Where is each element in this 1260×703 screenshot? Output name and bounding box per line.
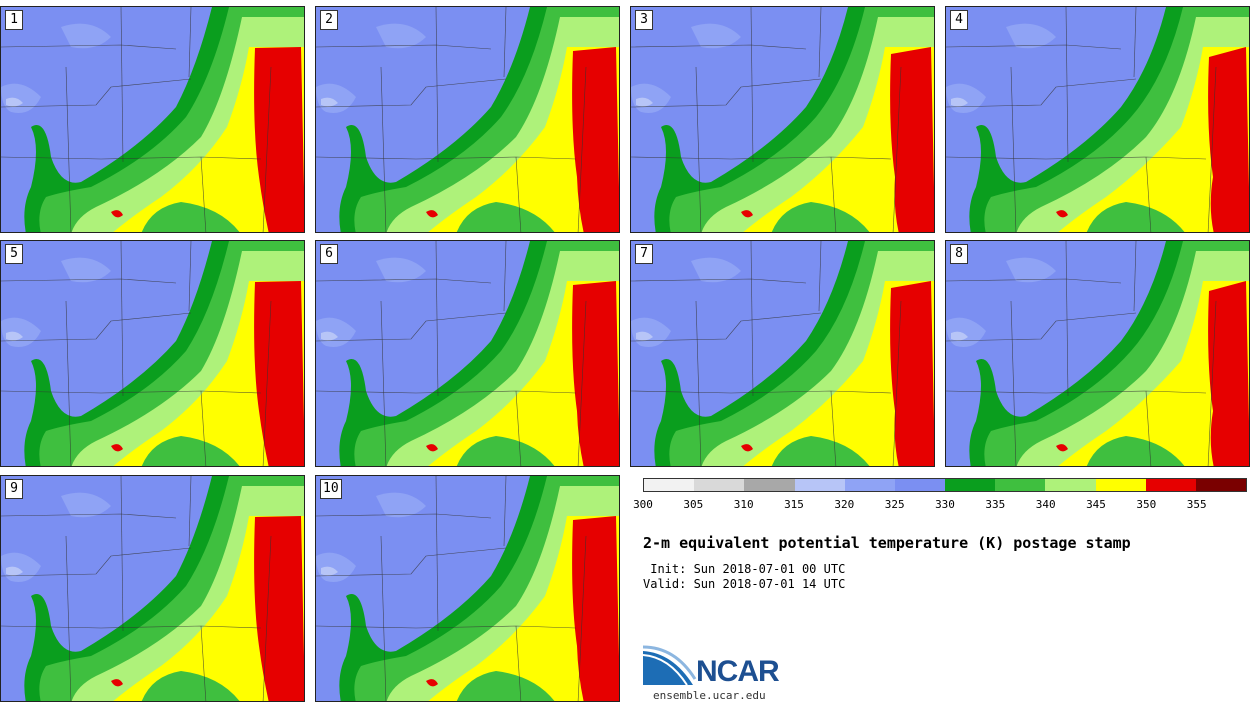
colorbar-swatch bbox=[644, 479, 695, 491]
member-number-label: 7 bbox=[635, 244, 653, 264]
ensemble-member-map: 2 bbox=[315, 6, 620, 233]
member-number-label: 6 bbox=[320, 244, 338, 264]
member-number-label: 2 bbox=[320, 10, 338, 30]
theta-e-field bbox=[316, 7, 619, 232]
ensemble-member-map: 9 bbox=[0, 475, 305, 702]
colorbar-tick-label: 350 bbox=[1136, 498, 1157, 511]
member-number-label: 4 bbox=[950, 10, 968, 30]
colorbar-swatch bbox=[744, 479, 795, 491]
colorbar-swatch bbox=[995, 479, 1046, 491]
ensemble-member-map: 5 bbox=[0, 240, 305, 467]
colorbar-swatch bbox=[1195, 479, 1247, 491]
colorbar-ticks: 300 305 310 315 320 325 330 335 340 345 350 355 bbox=[633, 498, 1247, 512]
theta-e-field bbox=[631, 241, 934, 466]
member-number-label: 9 bbox=[5, 479, 23, 499]
colorbar bbox=[643, 478, 1247, 492]
colorbar-tick-label: 345 bbox=[1086, 498, 1106, 511]
ncar-logo-icon bbox=[643, 645, 697, 686]
theta-e-field bbox=[1, 476, 304, 701]
ensemble-member-map: 8 bbox=[945, 240, 1250, 467]
ensemble-member-map: 4 bbox=[945, 6, 1250, 233]
colorbar-swatch bbox=[694, 479, 745, 491]
colorbar-swatch bbox=[844, 479, 895, 491]
colorbar-tick-label: 330 bbox=[935, 498, 955, 511]
theta-e-field bbox=[316, 241, 619, 466]
colorbar-swatch bbox=[894, 479, 946, 491]
ncar-logo-text: NCAR bbox=[696, 655, 780, 688]
colorbar-tick-label: 300 bbox=[633, 498, 653, 511]
member-number-label: 1 bbox=[5, 10, 23, 30]
colorbar-tick-label: 335 bbox=[985, 498, 1006, 511]
init-time: Init: Sun 2018-07-01 00 UTC bbox=[643, 562, 846, 576]
ensemble-member-map: 10 bbox=[315, 475, 620, 702]
member-number-label: 8 bbox=[950, 244, 968, 264]
theta-e-field bbox=[631, 7, 934, 232]
colorbar-tick-label: 305 bbox=[683, 498, 704, 511]
ensemble-member-map: 3 bbox=[630, 6, 935, 233]
member-number-label: 5 bbox=[5, 244, 23, 264]
colorbar-tick-label: 320 bbox=[834, 498, 855, 511]
theta-e-field bbox=[946, 7, 1249, 232]
colorbar-tick-label: 315 bbox=[784, 498, 804, 511]
valid-time: Valid: Sun 2018-07-01 14 UTC bbox=[643, 577, 846, 591]
colorbar-swatch bbox=[1095, 479, 1146, 491]
colorbar-tick-label: 340 bbox=[1035, 498, 1056, 511]
colorbar-tick-label: 310 bbox=[733, 498, 754, 511]
ensemble-member-map: 6 bbox=[315, 240, 620, 467]
theta-e-field bbox=[1, 7, 304, 232]
theta-e-field bbox=[1, 241, 304, 466]
colorbar-swatch bbox=[794, 479, 845, 491]
member-number-label: 10 bbox=[320, 479, 342, 499]
ensemble-member-map: 1 bbox=[0, 6, 305, 233]
colorbar-swatch bbox=[1045, 479, 1096, 491]
ensemble-member-map: 7 bbox=[630, 240, 935, 467]
member-number-label: 3 bbox=[635, 10, 653, 30]
colorbar-swatch bbox=[945, 479, 996, 491]
ncar-logo-url: ensemble.ucar.edu bbox=[653, 689, 766, 702]
theta-e-field bbox=[946, 241, 1249, 466]
colorbar-tick-label: 325 bbox=[884, 498, 905, 511]
colorbar-swatch bbox=[1145, 479, 1196, 491]
figure-title: 2-m equivalent potential temperature (K)… bbox=[643, 534, 1131, 552]
theta-e-field bbox=[316, 476, 619, 701]
colorbar-tick-label: 355 bbox=[1186, 498, 1207, 511]
